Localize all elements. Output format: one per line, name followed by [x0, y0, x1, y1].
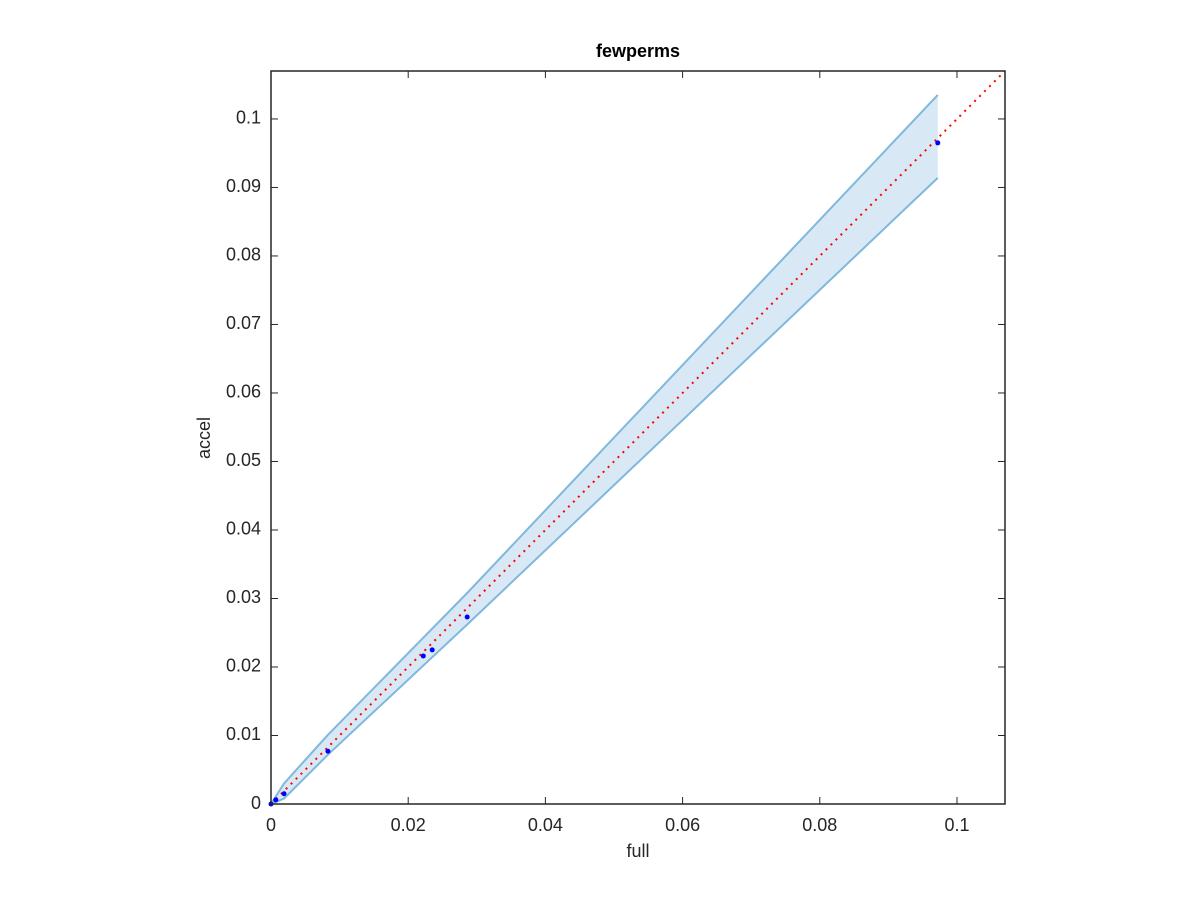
x-axis-label: full: [626, 841, 649, 861]
x-tick-label: 0.1: [944, 815, 969, 835]
reference-line: [270, 70, 1006, 805]
data-point: [464, 614, 470, 620]
plot-frame: [270, 70, 1006, 805]
y-tick-label: 0.1: [236, 108, 261, 128]
y-axis-label: accel: [194, 417, 214, 459]
band-upper: [270, 94, 939, 805]
y-tick-label: 0.04: [226, 519, 261, 539]
y-tick-label: 0.09: [226, 176, 261, 196]
y-tick-label: 0: [251, 793, 261, 813]
y-tick-label: 0.03: [226, 587, 261, 607]
data-point: [325, 748, 331, 754]
y-tick-label: 0.08: [226, 245, 261, 265]
x-tick-label: 0.06: [665, 815, 700, 835]
x-tick-label: 0.02: [391, 815, 426, 835]
data-point: [420, 653, 426, 659]
y-tick-label: 0.02: [226, 656, 261, 676]
y-tick-label: 0.01: [226, 724, 261, 744]
x-tick-label: 0.04: [528, 815, 563, 835]
x-tick-label: 0.08: [802, 815, 837, 835]
band-lower: [270, 177, 939, 805]
data-point: [429, 647, 435, 653]
data-point: [273, 797, 279, 803]
x-tick-label: 0: [266, 815, 276, 835]
data-point: [935, 140, 941, 146]
data-point: [281, 791, 287, 797]
chart-title: fewperms: [596, 41, 680, 61]
y-tick-label: 0.05: [226, 450, 261, 470]
y-tick-label: 0.06: [226, 382, 261, 402]
y-tick-label: 0.07: [226, 313, 261, 333]
